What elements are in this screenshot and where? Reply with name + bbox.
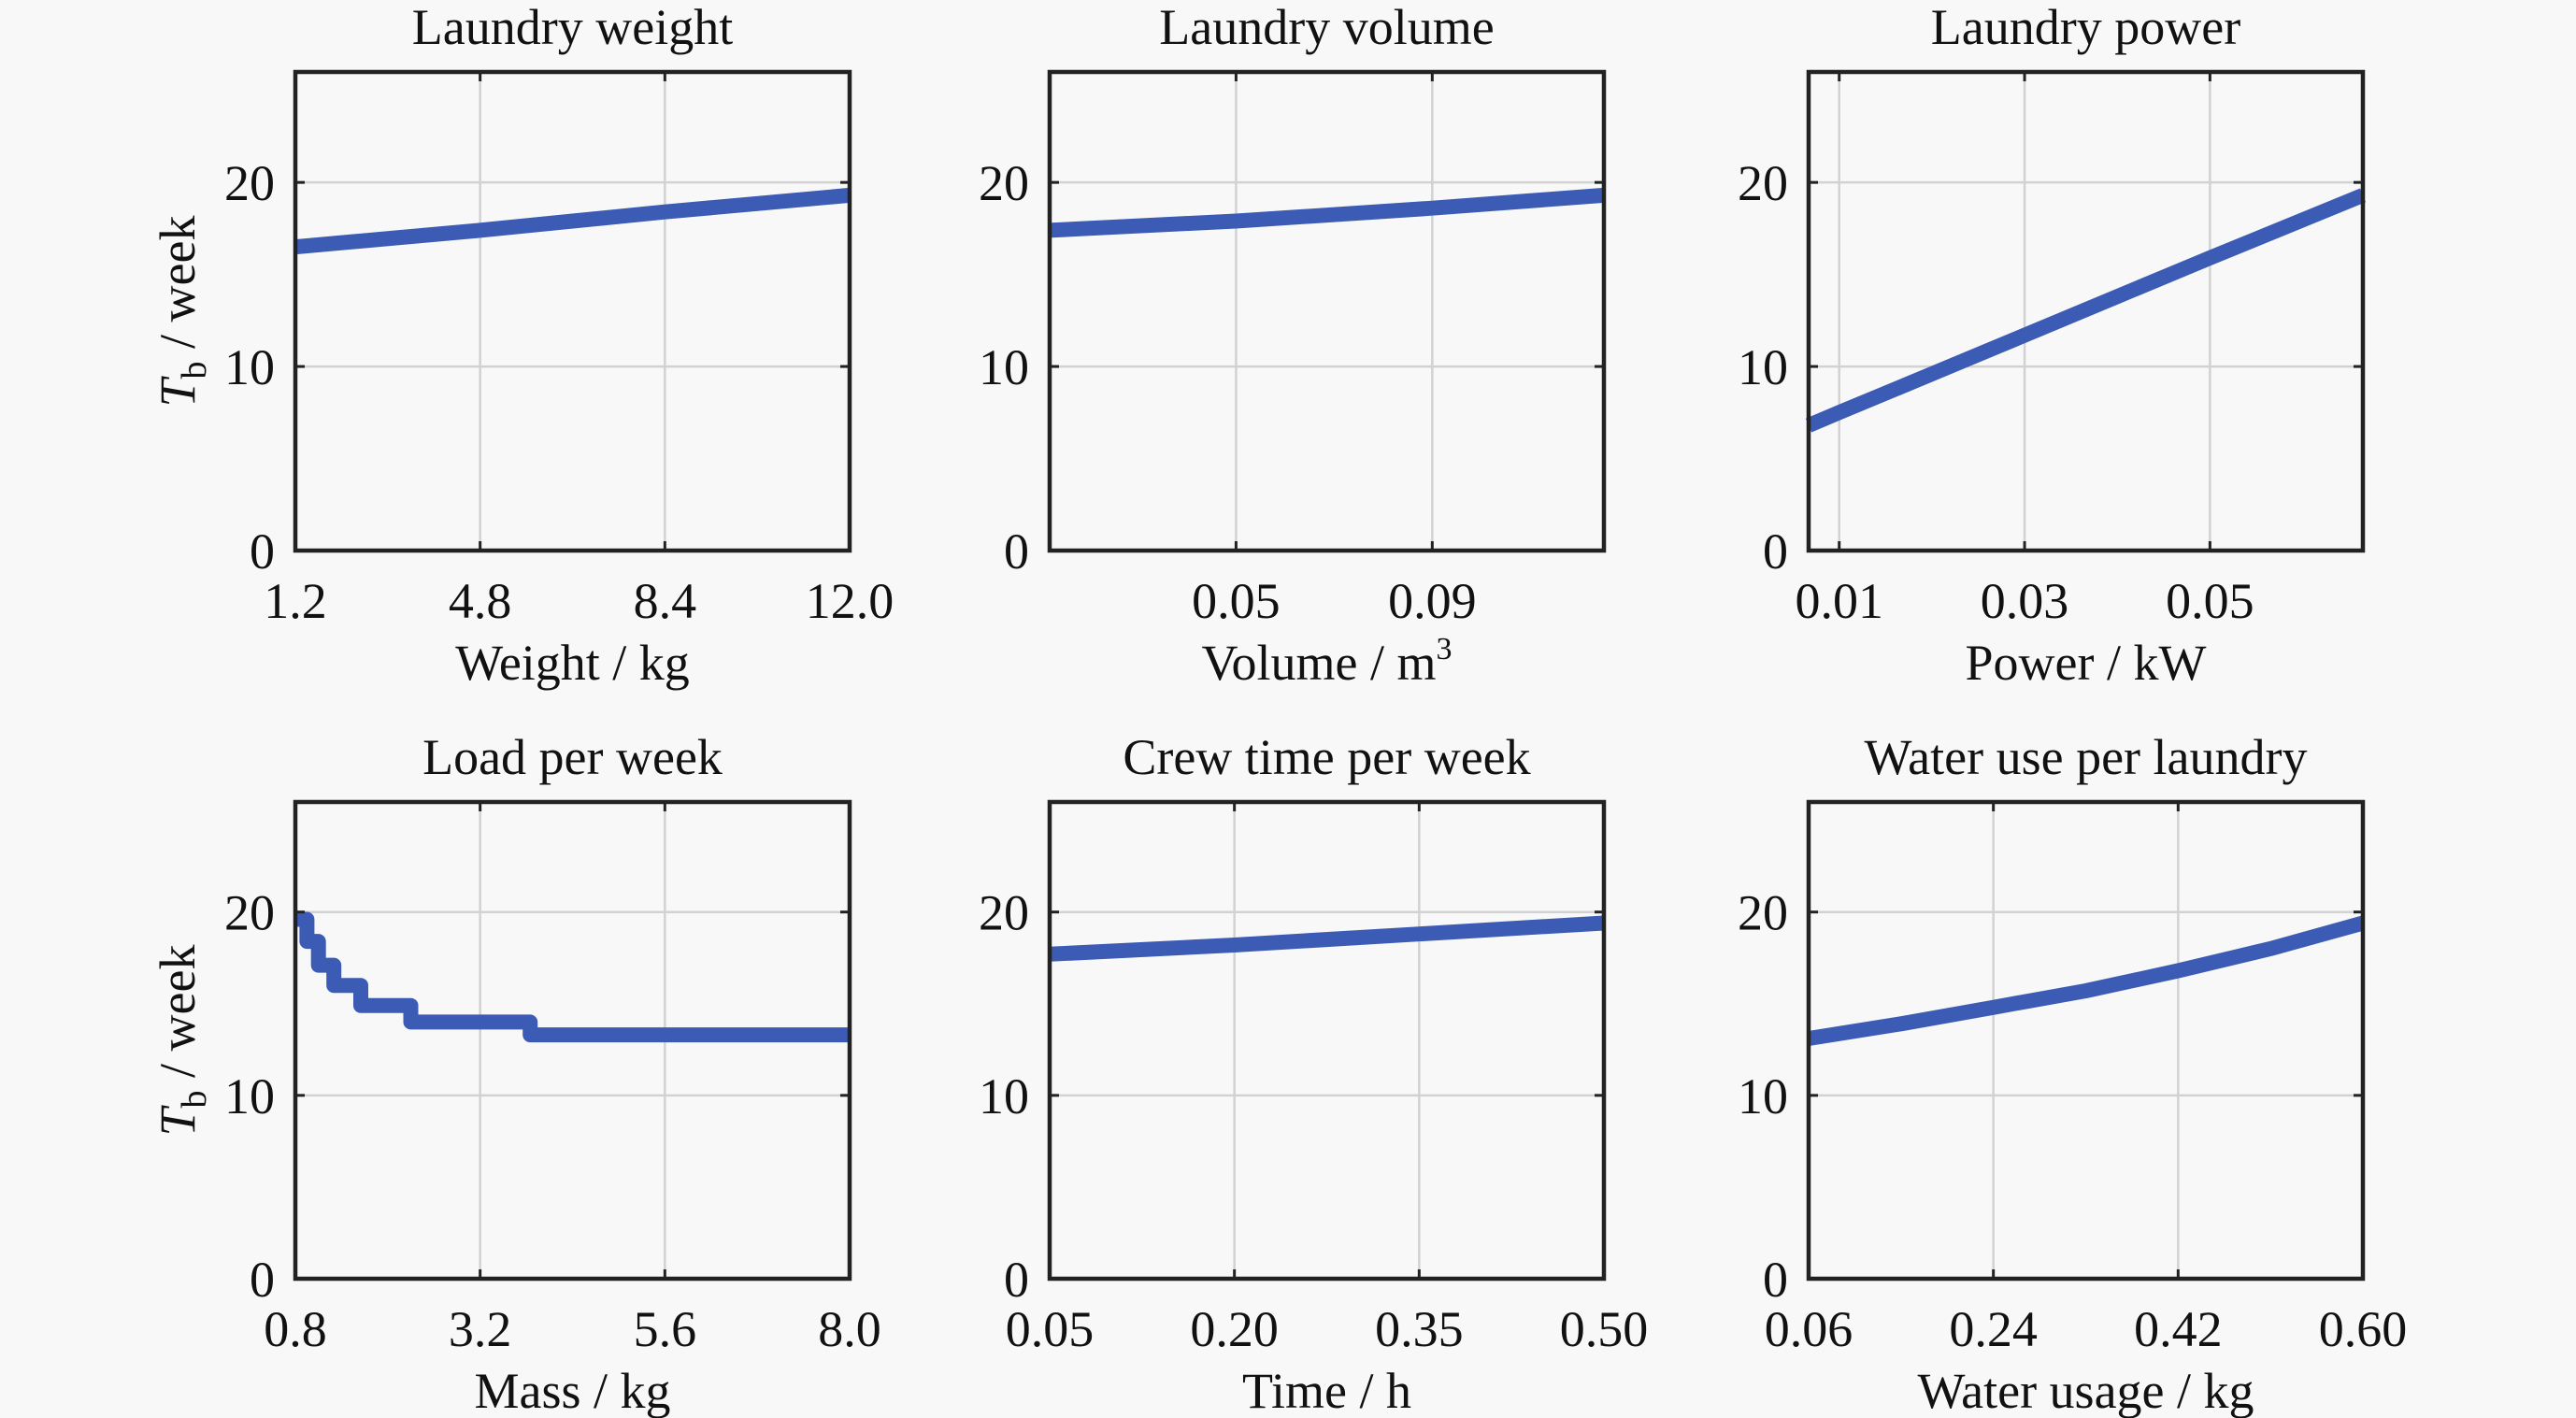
subplot-3: 0.01 0.03 0.05 0 10 20 Laundry power Power / kW xyxy=(1738,0,2367,691)
x-axis-label-text: Time / h xyxy=(1242,1363,1411,1418)
x-axis-label-text: Weight / kg xyxy=(455,635,690,691)
x-axis-label-superscript: 3 xyxy=(1437,632,1453,666)
y-tick-label: 10 xyxy=(1738,1068,1788,1124)
subplot-title: Laundry power xyxy=(1931,0,2240,55)
series-line xyxy=(1049,915,1605,962)
axes-frame xyxy=(293,799,852,1282)
x-tick-label: 8.0 xyxy=(818,1301,881,1357)
y-tick-label: 0 xyxy=(250,1252,275,1308)
x-tick-label: 3.2 xyxy=(449,1301,512,1357)
y-tick-label: 10 xyxy=(979,339,1029,395)
y-tick-label: 20 xyxy=(979,155,1029,211)
axes-frame xyxy=(1047,799,1607,1282)
axes-frame xyxy=(293,69,852,553)
x-axis-label-text: Volume / m xyxy=(1201,635,1436,691)
x-axis-label: Weight / kg xyxy=(455,635,690,691)
axes-frame xyxy=(1047,69,1607,553)
x-tick-label: 0.42 xyxy=(2134,1301,2223,1357)
x-tick-label: 0.24 xyxy=(1949,1301,2038,1357)
x-tick-label: 0.35 xyxy=(1375,1301,1464,1357)
series-line xyxy=(1049,187,1605,238)
x-tick-label: 0.01 xyxy=(1795,573,1883,629)
y-tick-label: 10 xyxy=(979,1068,1029,1124)
x-tick-label: 0.05 xyxy=(1006,1301,1095,1357)
y-axis-label-unit: / week xyxy=(150,216,206,362)
subplot-5: 0.05 0.20 0.35 0.50 0 10 20 Crew time per week T… xyxy=(979,729,1648,1418)
subplot-6: 0.06 0.24 0.42 0.60 0 10 20 Water use per laund… xyxy=(1738,729,2407,1418)
x-tick-label: 0.09 xyxy=(1388,573,1477,629)
x-tick-label: 0.20 xyxy=(1190,1301,1279,1357)
y-tick-label: 10 xyxy=(224,339,275,395)
subplot-title: Load per week xyxy=(422,729,723,785)
subplot-title: Laundry weight xyxy=(412,0,733,55)
y-axis-label-subscript: b xyxy=(175,361,214,379)
x-tick-label: 8.4 xyxy=(634,573,697,629)
plot-area xyxy=(1050,802,1604,1279)
x-tick-label: 0.06 xyxy=(1765,1301,1853,1357)
y-tick-label: 10 xyxy=(224,1068,275,1124)
x-tick-label: 4.8 xyxy=(449,573,512,629)
y-axis-label: Tb / week xyxy=(150,216,214,408)
x-axis-label-text: Mass / kg xyxy=(474,1363,670,1418)
subplot-1: 1.2 4.8 8.4 12.0 0 10 20 Laundry weight Weight /… xyxy=(150,0,894,691)
y-axis-label-symbol: T xyxy=(150,375,206,407)
y-axis-label-subscript: b xyxy=(175,1090,214,1108)
subplot-4: 0.8 3.2 5.6 8.0 0 10 20 Load per week Mass / kg T… xyxy=(150,729,881,1418)
x-axis-label: Volume / m3 xyxy=(1201,632,1452,691)
y-tick-label: 20 xyxy=(1738,885,1788,941)
x-tick-label: 0.05 xyxy=(1192,573,1281,629)
series-line xyxy=(295,911,850,1043)
x-tick-label: 0.50 xyxy=(1560,1301,1649,1357)
subplot-title: Water use per laundry xyxy=(1865,729,2308,785)
x-axis-label: Time / h xyxy=(1242,1363,1411,1418)
plot-area xyxy=(1050,72,1604,551)
y-tick-label: 20 xyxy=(979,885,1029,941)
y-tick-label: 0 xyxy=(1004,1252,1029,1308)
x-axis-label: Water usage / kg xyxy=(1917,1363,2254,1418)
x-axis-label-text: Water usage / kg xyxy=(1917,1363,2254,1418)
x-tick-label: 1.2 xyxy=(264,573,327,629)
y-tick-label: 20 xyxy=(224,885,275,941)
y-axis-label-symbol: T xyxy=(150,1104,206,1136)
y-tick-label: 10 xyxy=(1738,339,1788,395)
axes-frame xyxy=(1806,69,2366,553)
y-axis-label: Tb / week xyxy=(150,945,214,1137)
y-tick-label: 0 xyxy=(1763,523,1788,580)
x-tick-label: 0.03 xyxy=(1981,573,2069,629)
series-line xyxy=(1805,188,2367,433)
y-tick-label: 0 xyxy=(250,523,275,580)
series-line xyxy=(1807,915,2366,1046)
subplot-2: 0.05 0.09 0 10 20 Laundry volume Volume / m3 xyxy=(979,0,1607,691)
y-tick-label: 20 xyxy=(1738,155,1788,211)
axes-frame xyxy=(1806,799,2366,1282)
x-axis-label: Power / kW xyxy=(1966,635,2207,691)
y-axis-label-unit: / week xyxy=(150,945,206,1091)
x-axis-label: Mass / kg xyxy=(474,1363,670,1418)
x-tick-label: 0.05 xyxy=(2166,573,2254,629)
subplot-title: Laundry volume xyxy=(1159,0,1494,55)
x-tick-label: 12.0 xyxy=(806,573,894,629)
plot-area xyxy=(295,72,850,551)
subplot-title: Crew time per week xyxy=(1123,729,1530,785)
x-tick-label: 0.60 xyxy=(2319,1301,2408,1357)
y-tick-label: 0 xyxy=(1004,523,1029,580)
x-axis-label-text: Power / kW xyxy=(1966,635,2207,691)
x-tick-label: 5.6 xyxy=(634,1301,697,1357)
x-tick-label: 0.8 xyxy=(264,1301,327,1357)
y-tick-label: 0 xyxy=(1763,1252,1788,1308)
series-line xyxy=(294,187,851,255)
plot-area xyxy=(1809,802,2363,1279)
y-tick-label: 20 xyxy=(224,155,275,211)
